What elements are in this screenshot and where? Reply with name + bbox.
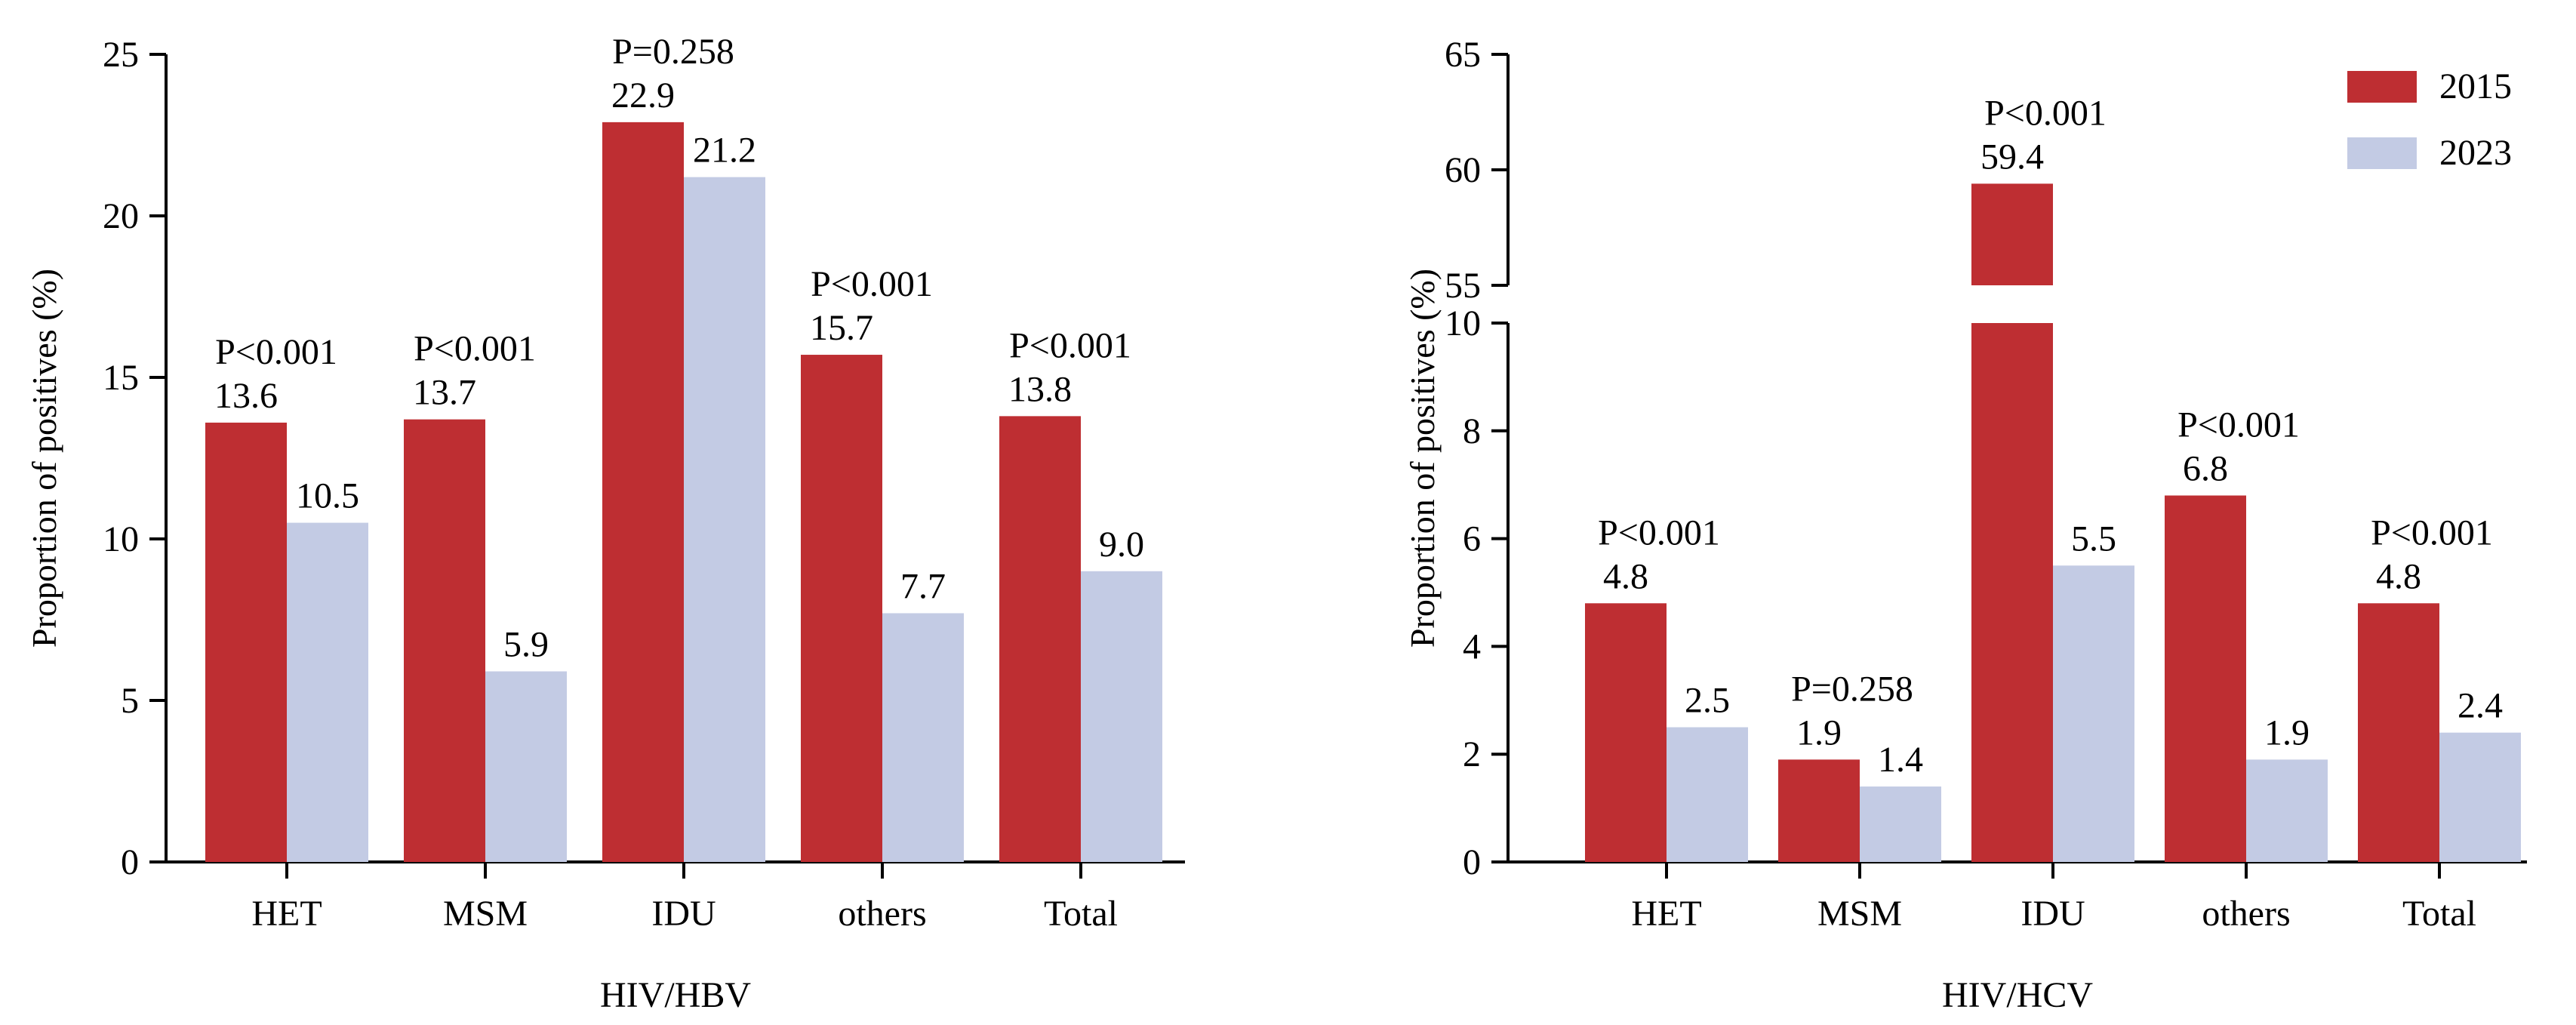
p-value-label: P<0.001 bbox=[1984, 93, 2107, 133]
bar-2015-idu bbox=[602, 122, 684, 862]
x-tick-label: Total bbox=[1044, 894, 1118, 934]
legend-swatch-2015 bbox=[2347, 71, 2417, 103]
bar-2023-idu bbox=[684, 177, 765, 862]
data-label: 13.8 bbox=[1008, 369, 1072, 409]
x-tick-label: HET bbox=[251, 894, 322, 934]
p-value-label: P<0.001 bbox=[215, 332, 337, 372]
y-tick-label: 55 bbox=[1445, 266, 1481, 306]
bar-2015-others bbox=[2165, 495, 2246, 862]
y-tick-label: 60 bbox=[1445, 150, 1481, 190]
y-tick-label: 20 bbox=[103, 196, 139, 236]
bar-2023-total bbox=[2439, 732, 2521, 862]
y-tick-label: 2 bbox=[1463, 734, 1481, 774]
bar-2015-others bbox=[801, 355, 882, 862]
bar-2015-msm bbox=[1778, 759, 1860, 862]
y-tick-label: 10 bbox=[1445, 303, 1481, 343]
bar-2023-het bbox=[1667, 727, 1748, 862]
y-tick-label: 8 bbox=[1463, 411, 1481, 451]
p-value-label: P=0.258 bbox=[1791, 669, 1913, 709]
data-label: 21.2 bbox=[693, 131, 756, 171]
data-label: 13.7 bbox=[413, 373, 476, 413]
y-tick-label: 0 bbox=[1463, 842, 1481, 882]
bar-2023-idu bbox=[2053, 565, 2134, 862]
data-label: 22.9 bbox=[611, 75, 675, 115]
x-tick-label: Total bbox=[2402, 894, 2476, 934]
data-label: 1.4 bbox=[1878, 740, 1923, 780]
legend-label: 2023 bbox=[2439, 133, 2512, 173]
y-tick-label: 4 bbox=[1463, 626, 1481, 666]
p-value-label: P<0.001 bbox=[811, 264, 933, 304]
data-label: 10.5 bbox=[296, 476, 359, 516]
y-tick-label: 65 bbox=[1445, 35, 1481, 75]
y-tick-label: 25 bbox=[103, 35, 139, 75]
data-label: 5.5 bbox=[2071, 519, 2116, 559]
chart-hiv-hbv: 0 5 10 15 20 25 13.6 10.5 P<0.001 HET 13.7 5.9 P<0.0… bbox=[25, 32, 1185, 1015]
x-tick-label: others bbox=[2202, 894, 2290, 934]
data-label: 5.9 bbox=[503, 624, 549, 664]
data-label: 9.0 bbox=[1099, 525, 1144, 565]
x-axis-title: HIV/HBV bbox=[600, 975, 751, 1015]
y-tick-label: 6 bbox=[1463, 519, 1481, 559]
bar-2015-het bbox=[205, 422, 287, 862]
bar-2023-others bbox=[2246, 759, 2328, 862]
chart-hiv-hcv: 55 60 65 0 2 4 6 8 10 4.8 2.5 P<0.001 HET 1.9 1.4 P=0.2… bbox=[1403, 35, 2527, 1015]
data-label: 4.8 bbox=[2376, 556, 2421, 596]
p-value-label: P<0.001 bbox=[414, 329, 536, 369]
data-label: 4.8 bbox=[1603, 556, 1648, 596]
p-value-label: P<0.001 bbox=[2371, 512, 2493, 553]
bar-2015-het bbox=[1585, 603, 1667, 862]
p-value-label: P<0.001 bbox=[2177, 405, 2300, 445]
x-tick-label: others bbox=[838, 894, 926, 934]
x-tick-label: MSM bbox=[1817, 894, 1902, 934]
legend-swatch-2023 bbox=[2347, 137, 2417, 169]
x-axis-title: HIV/HCV bbox=[1942, 975, 2093, 1015]
bar-2015-idu-lower bbox=[1971, 323, 2053, 862]
p-value-label: P=0.258 bbox=[612, 32, 734, 72]
y-axis-title: Proportion of positives (%) bbox=[25, 269, 63, 648]
legend-label: 2015 bbox=[2439, 66, 2512, 106]
bar-2015-total bbox=[2358, 603, 2439, 862]
bar-2023-msm bbox=[485, 671, 567, 862]
data-label: 2.4 bbox=[2458, 686, 2503, 726]
bar-2023-others bbox=[882, 613, 964, 862]
p-value-label: P<0.001 bbox=[1598, 512, 1720, 553]
bar-2023-total bbox=[1081, 571, 1162, 862]
y-tick-label: 10 bbox=[103, 519, 139, 559]
data-label: 1.9 bbox=[1796, 713, 1842, 753]
y-tick-label: 5 bbox=[121, 681, 139, 721]
legend: 2015 2023 bbox=[2347, 66, 2512, 173]
data-label: 59.4 bbox=[1980, 137, 2044, 177]
y-axis-title: Proportion of positives (%) bbox=[1403, 269, 1442, 648]
data-label: 15.7 bbox=[810, 308, 873, 348]
data-label: 2.5 bbox=[1685, 681, 1730, 721]
data-label: 7.7 bbox=[900, 566, 946, 606]
bar-2023-msm bbox=[1860, 786, 1941, 862]
bar-2023-het bbox=[287, 522, 368, 862]
p-value-label: P<0.001 bbox=[1009, 325, 1131, 365]
x-tick-label: IDU bbox=[651, 894, 716, 934]
bar-2015-idu-upper bbox=[1971, 183, 2053, 285]
x-tick-label: MSM bbox=[443, 894, 528, 934]
x-tick-label: HET bbox=[1631, 894, 1701, 934]
x-tick-label: IDU bbox=[2020, 894, 2085, 934]
y-tick-label: 0 bbox=[121, 842, 139, 882]
y-tick-label: 15 bbox=[103, 358, 139, 398]
data-label: 6.8 bbox=[2183, 448, 2228, 488]
bar-2015-total bbox=[999, 416, 1081, 862]
data-label: 1.9 bbox=[2264, 713, 2310, 753]
data-label: 13.6 bbox=[214, 376, 278, 416]
bar-2015-msm bbox=[404, 419, 485, 862]
